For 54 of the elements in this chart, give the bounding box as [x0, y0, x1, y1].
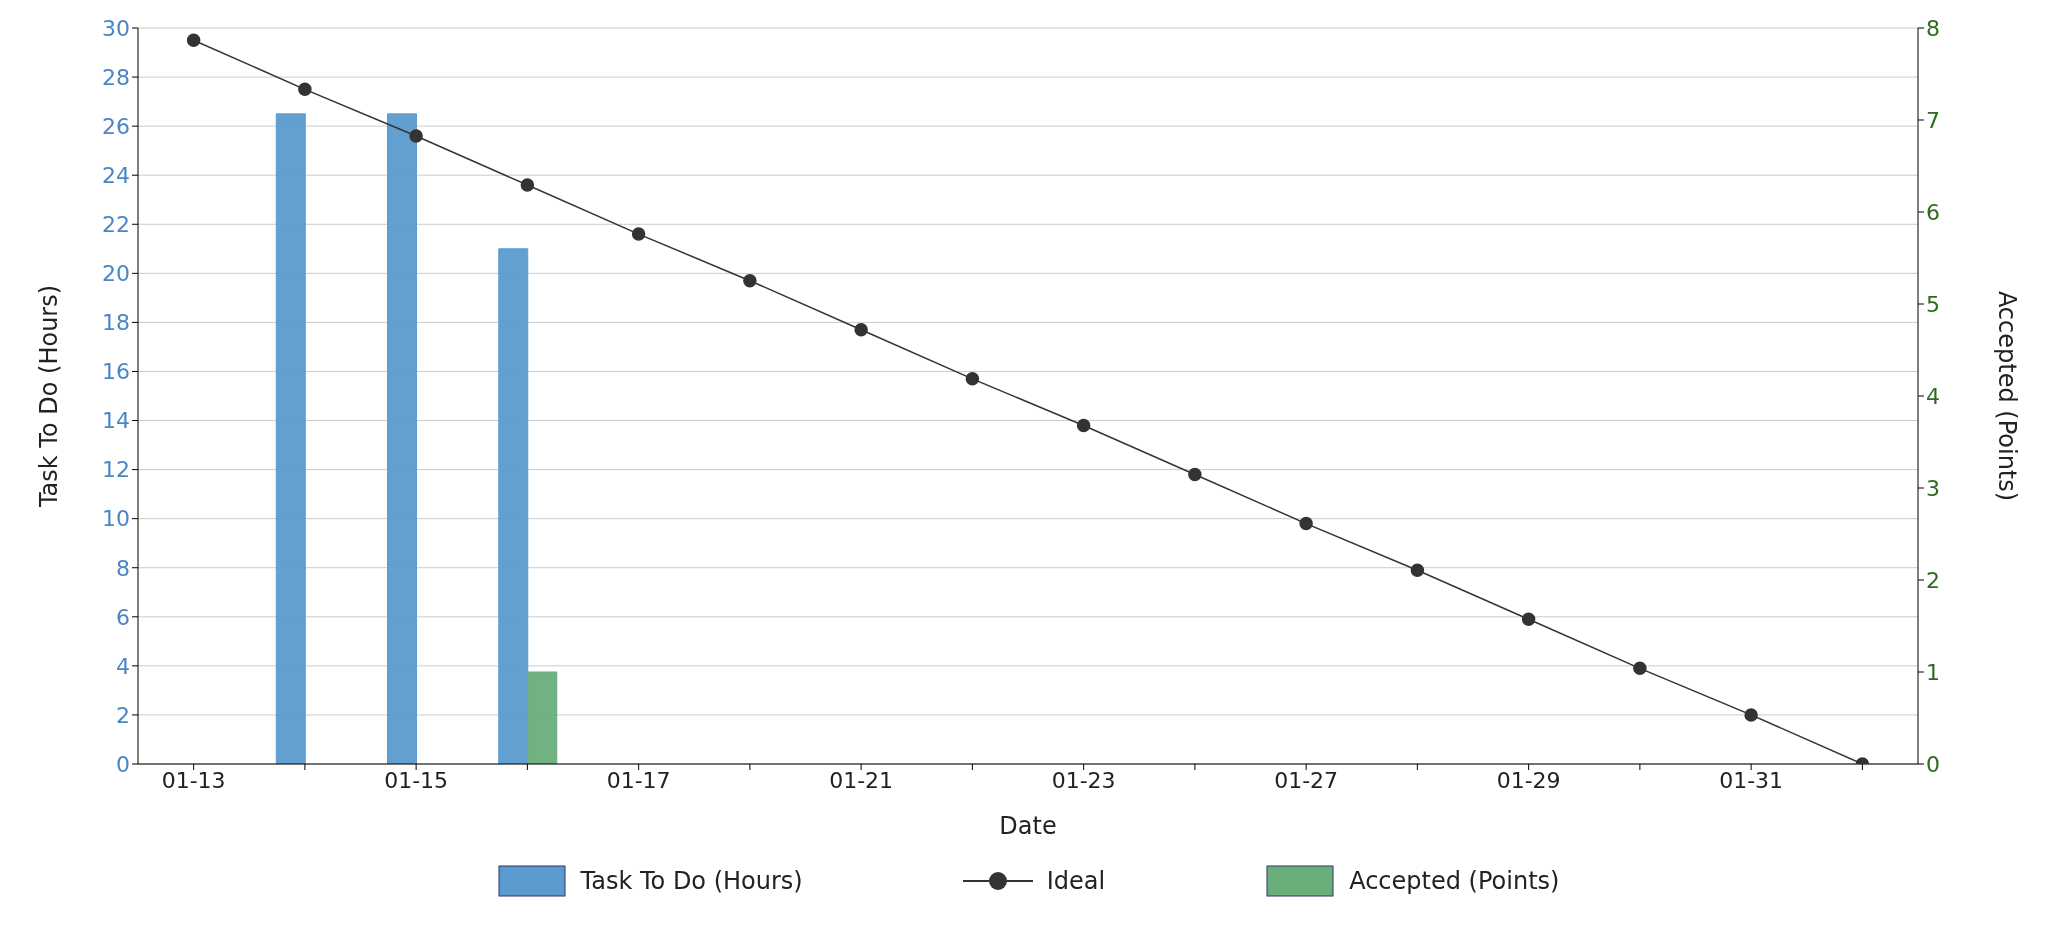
point: [854, 323, 868, 337]
y2-tick-label: 1: [1926, 659, 1940, 685]
y2-tick-label: 0: [1926, 751, 1940, 777]
y-tick-label: 16: [102, 359, 130, 385]
point: [1521, 612, 1536, 626]
y2-axis-title: Accepted (Points): [1993, 290, 2022, 502]
y2-tick-label: 8: [1926, 15, 1940, 41]
y2-tick-label: 7: [1926, 107, 1940, 133]
point: [965, 372, 980, 386]
point: [1410, 563, 1425, 577]
y-tick-label: 12: [102, 457, 130, 483]
y-tick-label: 20: [102, 261, 130, 287]
y-tick-label: 10: [102, 506, 130, 532]
y-tick-label: 22: [102, 212, 130, 238]
y-tick-label: 2: [116, 702, 130, 728]
x-tick-label: 01-13: [161, 767, 226, 793]
y-tick-label: 0: [116, 751, 130, 777]
y2-tick-label: 3: [1926, 475, 1940, 501]
x-tick-label: 01-23: [1051, 767, 1116, 793]
x-tick-label: 01-29: [1496, 767, 1561, 793]
y-tick-label: 26: [102, 113, 130, 139]
x-axis-title: Date: [999, 812, 1057, 840]
y-tick-label: 14: [102, 408, 130, 434]
point: [409, 129, 423, 143]
x-tick-label: 01-15: [384, 767, 449, 793]
legend-label: Task To Do (Hours): [580, 867, 803, 895]
point: [1299, 516, 1313, 531]
y2-tick-label: 4: [1926, 383, 1940, 409]
point: [1188, 467, 1202, 482]
point: [631, 227, 646, 241]
point: [520, 178, 535, 192]
y-tick-label: 4: [116, 653, 130, 679]
y2-tick-label: 5: [1926, 291, 1940, 317]
y-axis-title: Task To Do (Hours): [34, 284, 63, 509]
y2-tick-label: 6: [1926, 199, 1940, 225]
y-tick-label: 24: [102, 163, 130, 189]
point: [1633, 661, 1647, 676]
point: [1744, 708, 1758, 722]
x-tick-label: 01-17: [606, 767, 671, 793]
y2-tick-label: 2: [1926, 567, 1940, 593]
y-tick-label: 28: [102, 64, 130, 90]
y-tick-label: 6: [116, 604, 130, 630]
legend-label: Ideal: [1046, 867, 1106, 895]
point: [1076, 418, 1091, 433]
point: [186, 33, 201, 48]
point: [743, 273, 757, 288]
legend-label: Accepted (Points): [1349, 867, 1560, 895]
x-tick-label: 01-27: [1274, 767, 1339, 793]
y-tick-label: 8: [116, 555, 130, 581]
x-tick-label: 01-31: [1719, 767, 1784, 793]
y-tick-label: 18: [102, 310, 130, 336]
x-tick-label: 01-21: [829, 767, 894, 793]
point: [298, 82, 312, 97]
y-tick-label: 30: [102, 15, 130, 41]
